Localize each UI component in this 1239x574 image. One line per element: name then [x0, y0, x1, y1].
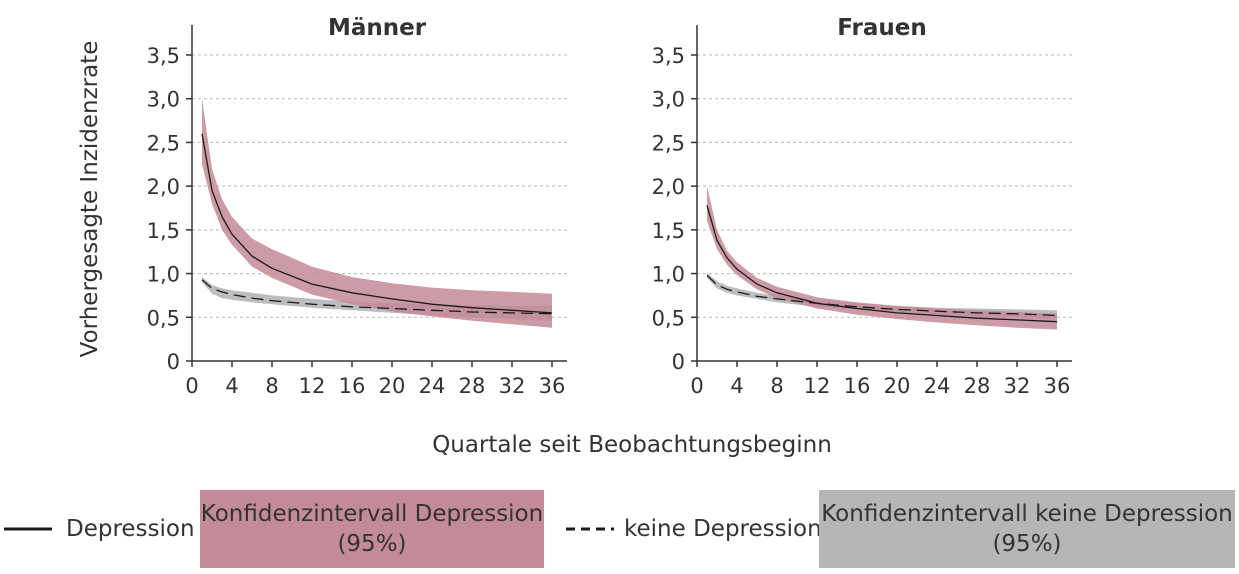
x-tick-label: 36 — [1044, 374, 1071, 398]
legend-no-depression: keine Depression — [566, 490, 822, 568]
x-tick-label: 24 — [924, 374, 951, 398]
dashed-line-swatch — [566, 527, 614, 531]
legend-no-depression-label: keine Depression — [624, 516, 822, 542]
x-tick-label: 28 — [459, 374, 486, 398]
panel-1: 0 0,5 1,0 1,5 2,0 2,5 3,0 3,5 0 4 8 12 16 20 24 28 32 36 F… — [652, 15, 1072, 398]
y-tick-label: 1,5 — [652, 219, 685, 243]
solid-line-swatch — [4, 527, 52, 531]
x-tick-label: 16 — [339, 374, 366, 398]
y-tick-label: 0,5 — [652, 306, 685, 330]
x-tick-label: 4 — [730, 374, 743, 398]
x-tick-label: 28 — [964, 374, 991, 398]
y-tick-label: 3,5 — [147, 44, 180, 68]
legend-ci-depression-percent: (95%) — [337, 531, 407, 557]
y-tick-label: 2,0 — [147, 175, 180, 199]
y-axis-label: Vorhergesagte Inzidenzrate — [77, 41, 103, 358]
y-tick-label: 2,5 — [652, 131, 685, 155]
y-tick-label: 3,5 — [652, 44, 685, 68]
y-tick-label: 1,0 — [652, 263, 685, 287]
y-tick-label: 1,0 — [147, 263, 180, 287]
x-tick-label: 12 — [299, 374, 326, 398]
legend-ci-depression-label: Konfidenzintervall Depression — [200, 501, 544, 527]
x-tick-label: 32 — [1004, 374, 1031, 398]
y-tick-label: 3,0 — [652, 88, 685, 112]
chart-svg: Vorhergesagte Inzidenzrate Quartale seit… — [77, 15, 1072, 458]
line-depression — [706, 205, 1058, 323]
ci-band-depression — [202, 98, 552, 328]
panel-title: Männer — [328, 15, 427, 41]
panel-0: 0 0,5 1,0 1,5 2,0 2,5 3,0 3,5 0 4 8 12 16 20 24 28 32 36 M… — [147, 15, 567, 398]
x-tick-label: 12 — [804, 374, 831, 398]
x-tick-label: 16 — [844, 374, 871, 398]
legend-depression-label: Depression — [66, 516, 195, 542]
y-tick-label: 0 — [672, 350, 685, 374]
legend-ci-no-depression: Konfidenzintervall keine Depression (95%… — [819, 490, 1235, 568]
legend-ci-depression: Konfidenzintervall Depression (95%) — [200, 490, 544, 568]
line-no-depression — [201, 279, 553, 315]
line-depression — [201, 133, 553, 314]
y-tick-label: 0 — [167, 350, 180, 374]
x-tick-label: 0 — [185, 374, 198, 398]
legend-depression: Depression — [4, 490, 195, 568]
y-tick-label: 0,5 — [147, 306, 180, 330]
ci-band-depression — [707, 186, 1057, 330]
legend-ci-no-depression-label: Konfidenzintervall keine Depression — [821, 501, 1233, 527]
y-tick-label: 2,0 — [652, 175, 685, 199]
panel-title: Frauen — [837, 15, 926, 41]
x-tick-label: 36 — [539, 374, 566, 398]
y-tick-label: 3,0 — [147, 88, 180, 112]
legend-ci-no-depression-percent: (95%) — [992, 531, 1062, 557]
x-tick-label: 20 — [884, 374, 911, 398]
x-tick-label: 0 — [690, 374, 703, 398]
x-tick-label: 20 — [379, 374, 406, 398]
x-axis-label: Quartale seit Beobachtungsbeginn — [432, 432, 832, 458]
y-tick-label: 2,5 — [147, 131, 180, 155]
line-no-depression — [706, 274, 1058, 317]
x-tick-label: 8 — [770, 374, 783, 398]
y-tick-label: 1,5 — [147, 219, 180, 243]
x-tick-label: 4 — [225, 374, 238, 398]
x-tick-label: 32 — [499, 374, 526, 398]
x-tick-label: 24 — [419, 374, 446, 398]
x-tick-label: 8 — [265, 374, 278, 398]
